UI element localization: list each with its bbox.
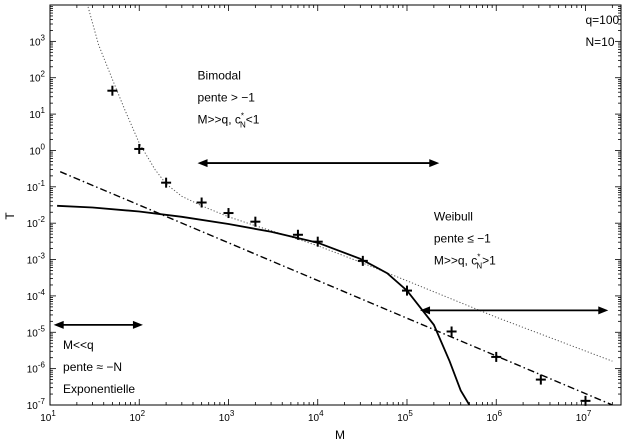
y-tick-label: 102 (29, 70, 45, 85)
data-point (161, 177, 172, 188)
data-point (292, 229, 303, 240)
x-tick-label: 101 (40, 409, 56, 424)
data-point (357, 255, 368, 266)
params-label: N=10 (585, 35, 614, 49)
curves (57, 5, 613, 405)
plot-frame (49, 4, 622, 406)
data-point (446, 326, 457, 337)
data-point (580, 395, 591, 406)
y-tick-label: 10-4 (27, 288, 46, 303)
double-arrow (197, 159, 440, 168)
data-point (491, 351, 502, 362)
exponentielle-label: Exponentielle (63, 382, 135, 396)
y-tick-label: 100 (29, 142, 45, 157)
y-tick-label: 101 (29, 106, 45, 121)
double-arrow (420, 306, 609, 315)
data-point (250, 216, 261, 227)
arrows (53, 159, 609, 329)
data-point (223, 208, 234, 219)
annotations: q=100 N=10 Bimodal pente > −1 M>>q, c* N<1 Wei… (63, 13, 619, 396)
data-point (134, 143, 145, 154)
x-tick-label: 103 (219, 409, 235, 424)
data-points (107, 85, 591, 406)
exponentielle-label: pente ≈ −N (63, 360, 122, 374)
weibull-label: pente ≤ −1 (434, 231, 491, 245)
x-tick-label: 104 (308, 409, 324, 424)
y-tick-label: 10-6 (27, 361, 46, 376)
bimodal-condition: M>>q, c* N<1 (198, 111, 260, 129)
x-tick-label: 106 (486, 409, 502, 424)
y-tick-label: 10-3 (27, 252, 46, 267)
data-point (312, 236, 323, 247)
dashdot-line (59, 171, 613, 405)
y-tick-label: 10-2 (27, 215, 46, 230)
weibull-condition: M>>q, c* N>1 (434, 252, 496, 270)
dotted-curve (87, 5, 613, 362)
y-tick-label: 10-1 (27, 179, 46, 194)
x-tick-label: 107 (576, 409, 592, 424)
exponentielle-label: M<<q (63, 338, 94, 352)
data-point (535, 374, 546, 385)
x-tick-label: 105 (397, 409, 413, 424)
bimodal-label: pente > −1 (198, 90, 256, 104)
y-axis-label: T (3, 212, 17, 220)
axis-ticks: 101 102 103 104 105 106 107 10-7 10-6 10-5 10-4 10-… (27, 5, 621, 424)
data-point (196, 197, 207, 208)
y-tick-label: 10-5 (27, 324, 46, 339)
y-tick-label: 103 (29, 33, 45, 48)
solid-curve (57, 204, 471, 405)
data-point (401, 285, 412, 296)
params-label: q=100 (585, 13, 619, 27)
weibull-label: Weibull (434, 209, 473, 223)
bimodal-label: Bimodal (198, 68, 241, 82)
double-arrow (53, 320, 143, 329)
x-tick-label: 102 (129, 409, 145, 424)
x-axis-label: M (335, 428, 345, 441)
data-point (107, 85, 118, 96)
y-tick-label: 10-7 (27, 397, 46, 412)
